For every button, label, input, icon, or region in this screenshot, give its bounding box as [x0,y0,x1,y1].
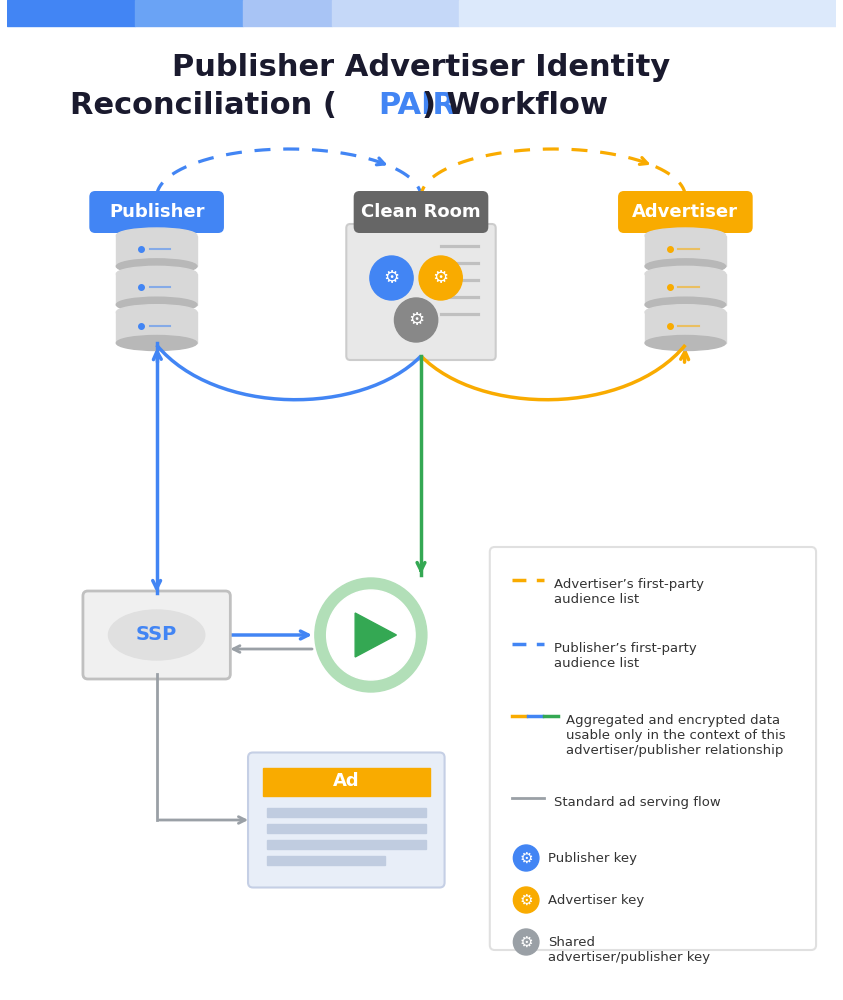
Bar [116,274,197,305]
Bar [645,312,726,343]
Bar [135,0,243,26]
Bar [645,235,726,266]
Text: Publisher: Publisher [109,203,204,221]
FancyBboxPatch shape [346,224,496,360]
Text: Publisher key: Publisher key [548,852,636,865]
Text: ⚙: ⚙ [519,934,533,950]
FancyBboxPatch shape [83,591,230,679]
FancyBboxPatch shape [618,191,753,233]
Bar [263,768,430,796]
Circle shape [370,256,413,300]
Bar [645,274,726,305]
Circle shape [513,845,539,871]
Bar [243,0,331,26]
Ellipse shape [116,266,197,281]
Text: Shared
advertiser/publisher key: Shared advertiser/publisher key [548,936,710,964]
Ellipse shape [645,297,726,312]
Text: ⚙: ⚙ [519,850,533,865]
Text: Publisher Advertiser Identity: Publisher Advertiser Identity [172,53,670,83]
FancyBboxPatch shape [354,191,488,233]
Polygon shape [355,613,396,657]
Text: ) Workflow: ) Workflow [422,91,608,119]
Bar [331,0,459,26]
Text: ⚙: ⚙ [432,269,448,287]
Ellipse shape [116,297,197,312]
Text: ⚙: ⚙ [408,311,424,329]
FancyBboxPatch shape [248,752,444,888]
Ellipse shape [116,305,197,320]
FancyBboxPatch shape [89,191,224,233]
Bar [266,856,384,864]
Bar [116,312,197,343]
Bar [266,840,426,848]
Text: Reconciliation (: Reconciliation ( [70,91,336,119]
Bar [266,808,426,816]
Ellipse shape [645,336,726,351]
Text: Advertiser key: Advertiser key [548,894,644,907]
Text: Publisher’s first-party
audience list: Publisher’s first-party audience list [554,642,696,670]
Bar [116,235,197,266]
Text: SSP: SSP [136,626,177,645]
Text: ⚙: ⚙ [384,269,400,287]
Circle shape [513,929,539,955]
Bar [459,0,835,26]
Text: Advertiser: Advertiser [632,203,738,221]
Text: Standard ad serving flow: Standard ad serving flow [554,796,721,809]
Ellipse shape [645,259,726,274]
Circle shape [314,578,427,692]
Circle shape [326,590,415,680]
Text: Advertiser’s first-party
audience list: Advertiser’s first-party audience list [554,578,704,606]
Ellipse shape [109,610,205,660]
Bar [266,824,426,832]
Text: PAIR: PAIR [379,91,457,119]
Ellipse shape [645,305,726,320]
Ellipse shape [645,266,726,281]
Ellipse shape [116,228,197,243]
Ellipse shape [645,228,726,243]
Circle shape [513,887,539,913]
Circle shape [419,256,462,300]
Text: Clean Room: Clean Room [361,203,481,221]
Text: Ad: Ad [333,772,360,790]
Text: Aggregated and encrypted data
usable only in the context of this
advertiser/publ: Aggregated and encrypted data usable onl… [566,714,786,757]
Ellipse shape [116,336,197,351]
Ellipse shape [116,259,197,274]
Circle shape [395,298,438,342]
FancyBboxPatch shape [490,547,816,950]
Bar [8,0,135,26]
Text: ⚙: ⚙ [519,892,533,908]
